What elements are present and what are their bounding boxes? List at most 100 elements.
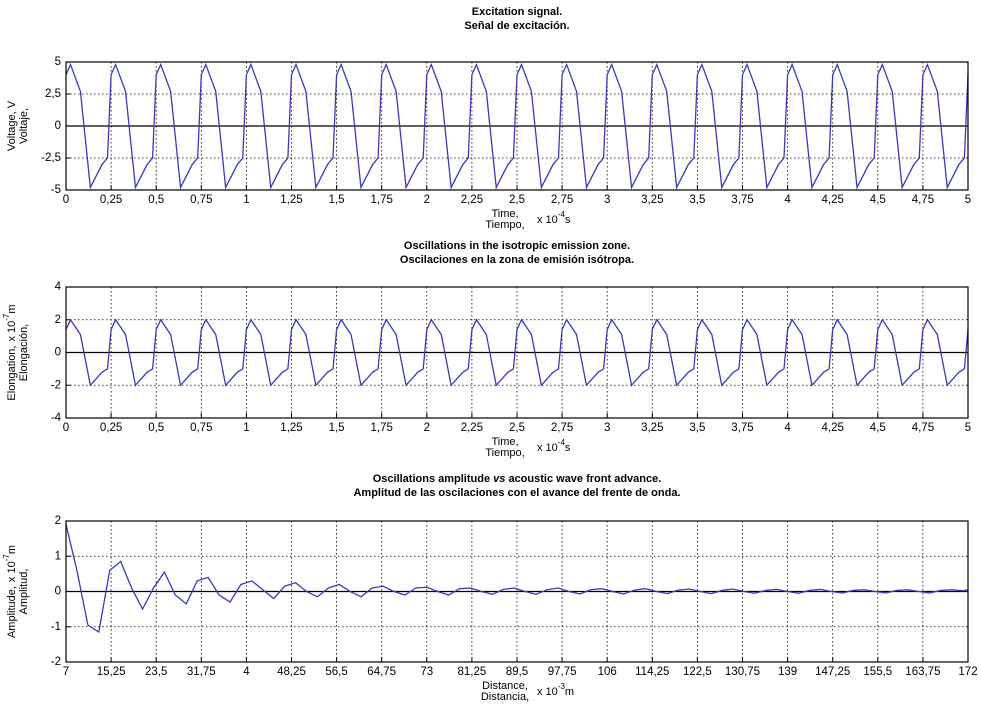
- x-tick-label: 147,25: [815, 666, 850, 678]
- x-tick-label: 4,25: [822, 194, 844, 206]
- unit-part: x 10: [6, 561, 18, 582]
- title-part: Oscillations amplitude: [373, 473, 493, 485]
- chart-title: Oscillations amplitude vs acoustic wave …: [373, 473, 662, 485]
- y-tick-label: -2: [51, 656, 61, 668]
- x-tick-label: 4,5: [870, 422, 886, 434]
- x-tick-label: 5: [965, 194, 971, 206]
- unit-part: s: [565, 214, 571, 226]
- x-axis-label: Distance,: [482, 680, 528, 692]
- x-tick-label: 23,5: [145, 666, 167, 678]
- label-part: Voltage, V: [6, 100, 18, 151]
- x-tick-label: 0,75: [190, 422, 212, 434]
- y-axis-label: Elongation, x 10-7m: [2, 304, 18, 400]
- x-tick-label: 1: [243, 194, 249, 206]
- signal-line: [65, 524, 969, 634]
- title-part: acoustic wave front advance.: [505, 473, 661, 485]
- title-part: Oscillations in the isotropic emission z…: [404, 240, 630, 252]
- title-part: Excitation signal.: [472, 6, 562, 18]
- x-tick-label: 48,25: [277, 666, 306, 678]
- label-part: Elongation,: [6, 346, 18, 401]
- x-tick-label: 73: [420, 666, 433, 678]
- x-tick-label: 1: [243, 422, 249, 434]
- x-tick-label: 31,75: [187, 666, 216, 678]
- x-tick-label: 4,5: [870, 194, 886, 206]
- unit-part: m: [6, 304, 18, 313]
- x-tick-label: 2,75: [551, 194, 573, 206]
- x-tick-label: 3,5: [689, 194, 705, 206]
- x-tick-label: 130,75: [725, 666, 760, 678]
- y-tick-label: 0: [55, 347, 61, 359]
- chart-title: Oscilaciones en la zona de emisión isótr…: [400, 254, 634, 266]
- x-tick-label: 3,5: [689, 422, 705, 434]
- x-tick-label: 172: [958, 666, 977, 678]
- x-axis-unit: x 10-4s: [537, 210, 571, 226]
- y-tick-label: -1: [51, 621, 61, 633]
- x-tick-label: 0,25: [100, 422, 122, 434]
- unit-part: s: [565, 442, 571, 454]
- title-part: Señal de excitación.: [464, 20, 569, 32]
- label-part: Amplitud,: [18, 569, 30, 615]
- y-tick-label: 5: [55, 56, 61, 68]
- x-tick-label: 2: [424, 422, 430, 434]
- x-tick-label: 3: [604, 194, 610, 206]
- y-tick-label: 2,5: [45, 88, 61, 100]
- unit-part: m: [6, 545, 18, 554]
- y-axis-label: Voltage, V: [6, 100, 18, 151]
- y-axis-label: Elongación,: [18, 324, 30, 382]
- x-tick-label: 89,5: [506, 666, 528, 678]
- label-part: Voltaje,: [18, 108, 30, 144]
- unit-part: -3: [558, 682, 566, 691]
- unit-part: m: [565, 686, 574, 698]
- x-axis-label: Time,: [491, 436, 518, 448]
- y-tick-label: -2,5: [41, 152, 61, 164]
- x-tick-label: 106: [598, 666, 617, 678]
- unit-part: x 10: [537, 442, 558, 454]
- chart-title: Excitation signal.: [472, 6, 562, 18]
- x-tick-label: 97,75: [548, 666, 577, 678]
- x-tick-label: 2,75: [551, 422, 573, 434]
- x-tick-label: 0: [63, 194, 69, 206]
- x-tick-label: 1,25: [280, 194, 302, 206]
- unit-part: -4: [558, 210, 566, 219]
- chart-title: Amplitud de las oscilaciones con el avan…: [353, 487, 680, 499]
- unit-part: -4: [558, 438, 566, 447]
- x-tick-label: 1,5: [329, 194, 345, 206]
- plot-frame: [65, 520, 969, 663]
- x-axis-unit: x 10-3m: [537, 682, 574, 698]
- plot-frame: [65, 286, 969, 419]
- y-tick-label: 0: [55, 120, 61, 132]
- x-tick-label: 4,75: [912, 194, 934, 206]
- unit-part: x 10: [537, 686, 558, 698]
- x-tick-label: 3,25: [641, 422, 663, 434]
- x-tick-label: 2,5: [509, 194, 525, 206]
- x-tick-label: 2,25: [461, 422, 483, 434]
- x-tick-label: 2: [424, 194, 430, 206]
- x-axis-label: Tiempo,: [485, 447, 524, 459]
- signal-line: [65, 318, 969, 387]
- x-tick-label: 81,25: [458, 666, 487, 678]
- x-tick-label: 1,75: [371, 422, 393, 434]
- x-tick-label: 4: [243, 666, 250, 678]
- x-tick-label: 0,5: [148, 422, 164, 434]
- x-tick-label: 64,75: [367, 666, 396, 678]
- x-tick-label: 122,5: [683, 666, 712, 678]
- x-tick-label: 5: [965, 422, 971, 434]
- chart-title: Oscillations in the isotropic emission z…: [404, 240, 630, 252]
- x-tick-label: 1,5: [329, 422, 345, 434]
- unit-part: x 10: [6, 321, 18, 342]
- unit-part: -7: [2, 313, 11, 321]
- x-tick-label: 3,75: [731, 422, 753, 434]
- y-tick-label: 4: [55, 281, 62, 293]
- label-part: Amplitude,: [6, 586, 18, 638]
- y-axis-label: Amplitud,: [18, 569, 30, 615]
- x-tick-label: 155,5: [863, 666, 892, 678]
- label-part: Elongación,: [18, 324, 30, 382]
- y-tick-label: 2: [55, 314, 61, 326]
- x-tick-label: 163,75: [905, 666, 940, 678]
- x-tick-label: 0,5: [148, 194, 164, 206]
- unit-part: -7: [2, 554, 11, 562]
- y-tick-label: 1: [55, 550, 61, 562]
- unit-part: x 10: [537, 214, 558, 226]
- x-tick-label: 3: [604, 422, 610, 434]
